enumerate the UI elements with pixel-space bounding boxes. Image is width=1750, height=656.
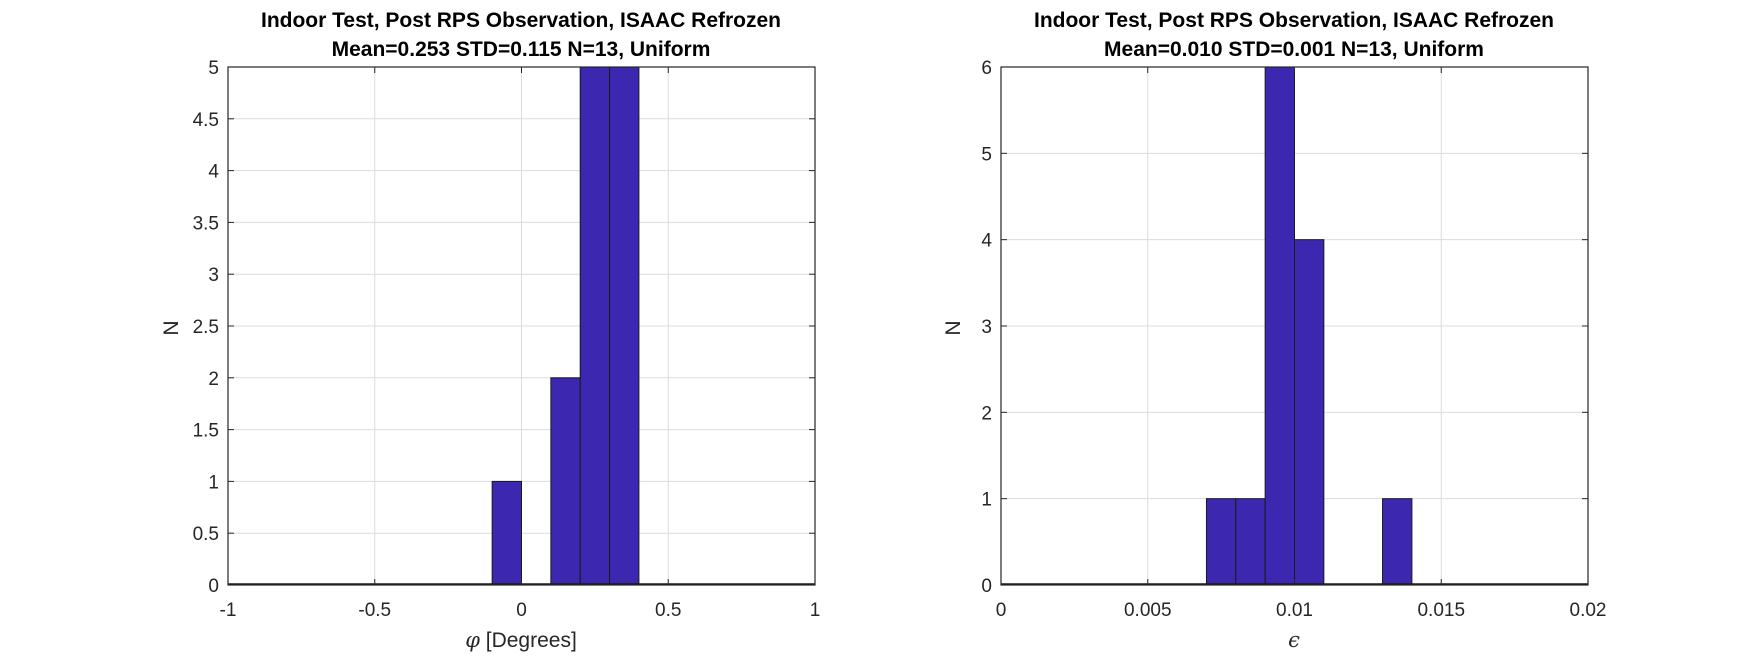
x-tick-label: -0.5 [358, 600, 391, 621]
histogram-bar [491, 480, 522, 586]
y-tick-label: 2 [208, 369, 219, 390]
y-tick-label: 4 [208, 162, 219, 183]
y-tick-label: 0.5 [193, 524, 219, 545]
chart-title: Indoor Test, Post RPS Observation, ISAAC… [1034, 9, 1554, 32]
y-tick-label: 1 [981, 490, 992, 511]
histogram-bar [609, 66, 640, 586]
histogram-bar [1205, 498, 1237, 586]
x-axis-label: ϵ [1288, 628, 1300, 652]
x-axis-symbol: ϵ [1288, 628, 1300, 652]
y-tick-label: 2.5 [193, 317, 219, 338]
x-tick-label: 0.5 [655, 600, 681, 621]
x-tick-label: 0.015 [1417, 600, 1465, 621]
y-axis-label: N [160, 320, 183, 335]
x-tick-label: -1 [220, 600, 237, 621]
y-tick-label: 5 [981, 144, 992, 165]
y-tick-label: 3 [208, 265, 219, 286]
y-tick-label: 5 [208, 58, 219, 79]
x-tick-label: 0.02 [1570, 600, 1607, 621]
x-tick-label: 0.005 [1124, 600, 1172, 621]
x-axis-label: φ [Degrees] [465, 628, 577, 652]
histogram-bar [1382, 498, 1413, 586]
y-tick-label: 1.5 [193, 421, 219, 442]
y-tick-label: 6 [981, 58, 992, 79]
chart-title: Indoor Test, Post RPS Observation, ISAAC… [261, 9, 781, 32]
x-tick-label: 1 [810, 600, 821, 621]
histogram-bar [550, 377, 581, 586]
x-axis-unit: [Degrees] [480, 629, 577, 652]
y-tick-label: 2 [981, 403, 992, 424]
x-tick-label: 0 [996, 600, 1007, 621]
y-tick-label: 4 [981, 231, 992, 252]
y-tick-label: 1 [208, 472, 219, 493]
y-tick-label: 3 [981, 317, 992, 338]
histogram-bar [1235, 498, 1266, 586]
histogram-bar [579, 66, 611, 586]
y-tick-label: 3.5 [193, 213, 219, 234]
x-tick-label: 0 [516, 600, 527, 621]
x-axis-symbol: φ [465, 628, 480, 652]
y-tick-label: 0 [981, 576, 992, 597]
epsilon-histogram: Indoor Test, Post RPS Observation, ISAAC… [942, 9, 1606, 652]
phi-histogram: Indoor Test, Post RPS Observation, ISAAC… [160, 9, 820, 652]
y-axis-label: N [942, 320, 965, 335]
x-tick-label: 0.01 [1276, 600, 1313, 621]
histogram-bar [1294, 239, 1325, 586]
histogram-bar [1264, 66, 1296, 586]
y-tick-label: 4.5 [193, 110, 219, 131]
chart-subtitle: Mean=0.010 STD=0.001 N=13, Uniform [1104, 38, 1484, 61]
y-tick-label: 0 [208, 576, 219, 597]
chart-subtitle: Mean=0.253 STD=0.115 N=13, Uniform [332, 38, 711, 61]
